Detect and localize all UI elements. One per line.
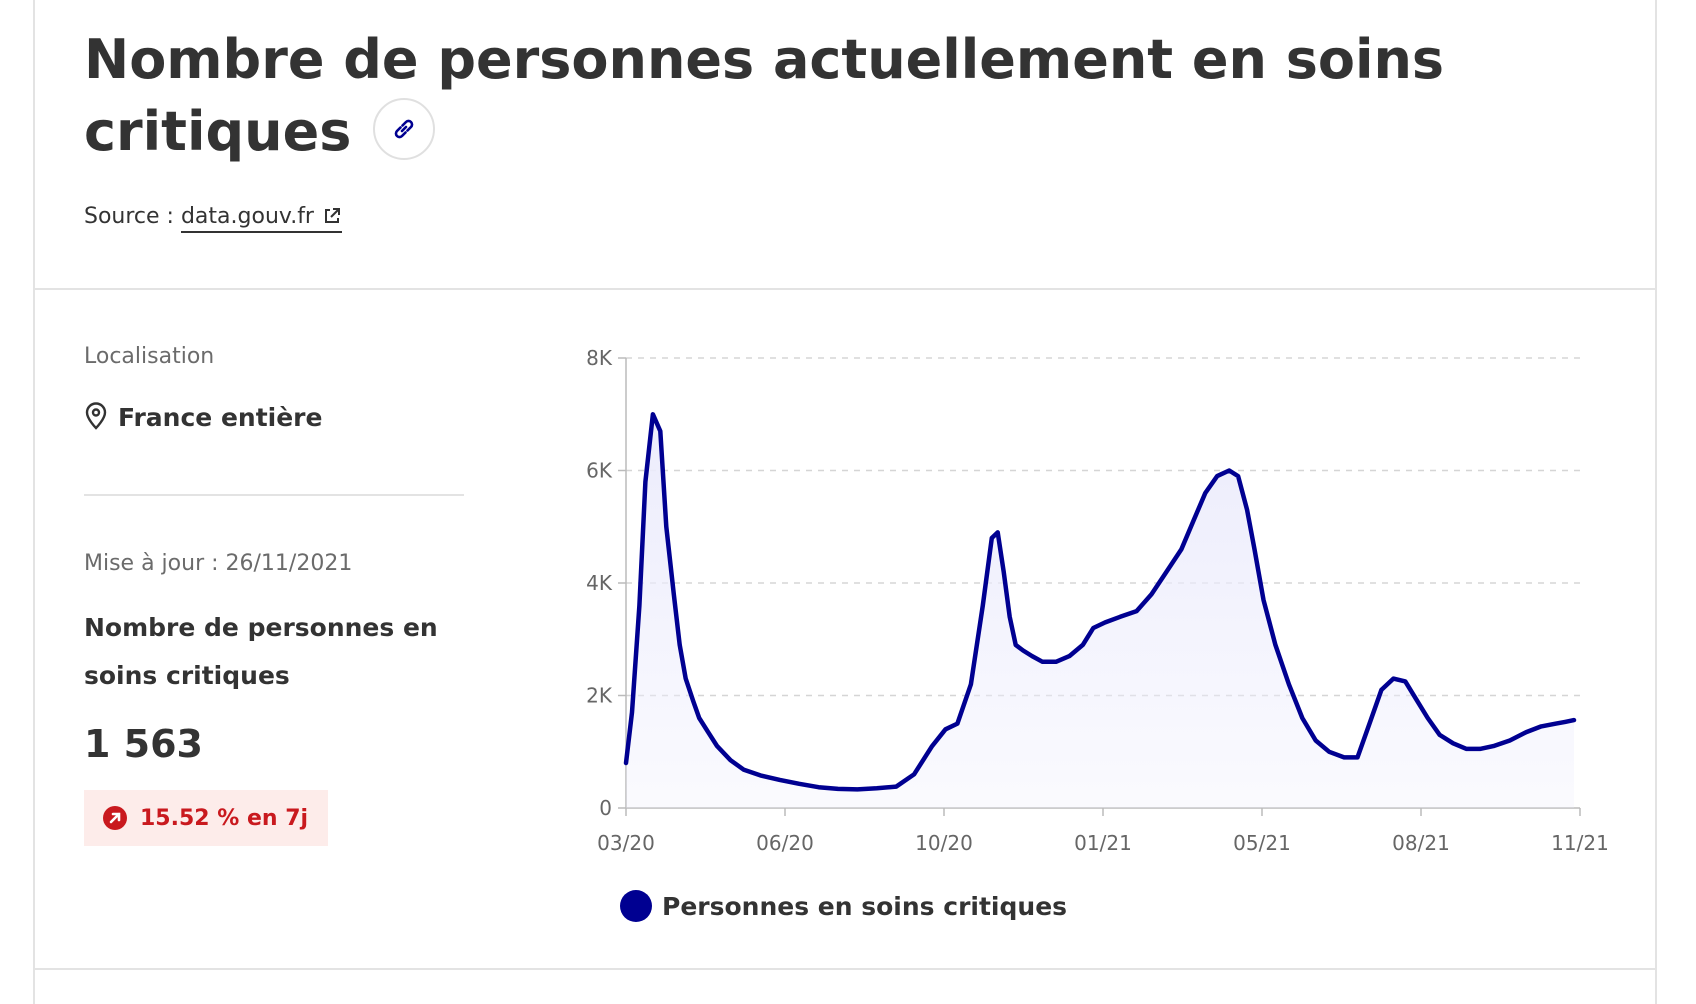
trend-badge: 15.52 % en 7j [84, 790, 329, 846]
source-link-text: data.gouv.fr [180, 204, 314, 229]
critical-care-chart: 0 2K 4K 6K 8K 03/20 06/20 10/20 01/21 05/21 08/21 1… [586, 346, 1609, 855]
legend-label: Personnes en soins critiques [662, 891, 1068, 921]
x-tick-label: 08/21 [1392, 831, 1450, 855]
series-line [623, 412, 1577, 792]
location-value: France entière [118, 403, 323, 432]
card-bottom-divider [33, 968, 1657, 970]
x-tick-label: 05/21 [1233, 831, 1291, 855]
x-tick-label: 11/21 [1551, 831, 1609, 855]
copy-link-button[interactable] [373, 98, 436, 161]
indicator-card [33, 0, 1657, 1004]
series-area [626, 414, 1574, 808]
sidebar-divider [84, 494, 464, 496]
trend-text: 15.52 % en 7j [140, 805, 309, 831]
external-link-icon [324, 208, 340, 223]
x-tick-label: 10/20 [915, 831, 973, 855]
y-tick-label: 6K [586, 459, 613, 483]
y-tick-label: 4K [586, 571, 613, 595]
legend-marker [620, 890, 652, 922]
kpi-value: 1 563 [84, 722, 203, 766]
y-tick-label: 0 [599, 796, 612, 820]
page-title-text: Nombre de personnes actuellement en soin… [84, 28, 1445, 163]
map-pin-icon [85, 402, 107, 430]
y-tick-label: 2K [586, 684, 613, 708]
page-title: Nombre de personnes actuellement en soin… [84, 24, 1484, 168]
arrow-up-right-icon [103, 806, 127, 830]
header-divider [33, 288, 1657, 290]
kpi-label: Nombre de personnes en soins critiques [84, 613, 438, 690]
source-link[interactable]: data.gouv.fr [180, 204, 342, 233]
chart-legend: Personnes en soins critiques [620, 890, 1067, 922]
location-selector[interactable]: France entière [84, 402, 322, 432]
source-line: Source : data.gouv.fr [84, 204, 342, 233]
x-tick-label: 01/21 [1074, 831, 1132, 855]
source-prefix: Source : [84, 204, 174, 229]
link-icon [395, 120, 414, 139]
x-tick-label: 06/20 [756, 831, 814, 855]
x-tick-label: 03/20 [597, 831, 655, 855]
y-tick-label: 8K [586, 346, 613, 370]
location-label: Localisation [84, 344, 215, 369]
update-date: Mise à jour : 26/11/2021 [84, 551, 353, 576]
